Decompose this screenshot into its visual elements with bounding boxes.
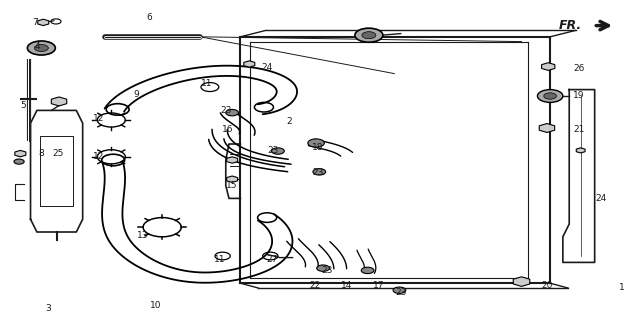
- Text: 21: 21: [573, 125, 584, 134]
- Text: 5: 5: [20, 101, 27, 110]
- Text: 18: 18: [312, 143, 324, 152]
- Circle shape: [537, 90, 563, 102]
- Text: 8: 8: [38, 149, 45, 158]
- Text: 6: 6: [146, 13, 153, 22]
- Text: 23: 23: [395, 288, 406, 297]
- Text: 12: 12: [93, 114, 104, 123]
- Circle shape: [544, 93, 556, 99]
- Text: 9: 9: [134, 90, 140, 99]
- Polygon shape: [52, 97, 67, 106]
- Text: 24: 24: [261, 63, 273, 72]
- Text: 4: 4: [34, 42, 39, 51]
- Circle shape: [362, 32, 376, 39]
- Circle shape: [27, 41, 55, 55]
- Circle shape: [313, 169, 326, 175]
- Circle shape: [308, 139, 324, 147]
- Text: 23: 23: [220, 106, 232, 115]
- Text: 20: 20: [541, 281, 553, 290]
- Polygon shape: [244, 61, 255, 67]
- Circle shape: [317, 265, 329, 271]
- Circle shape: [355, 28, 383, 42]
- Text: 2: 2: [287, 117, 292, 126]
- Text: 3: 3: [45, 304, 51, 313]
- Polygon shape: [38, 19, 49, 26]
- Circle shape: [34, 44, 48, 52]
- Text: 22: 22: [309, 281, 321, 290]
- Text: 23: 23: [322, 266, 333, 275]
- Text: 13: 13: [137, 231, 149, 240]
- Text: 19: 19: [573, 92, 584, 100]
- Text: FR.: FR.: [559, 19, 582, 32]
- Circle shape: [272, 148, 284, 154]
- Text: 25: 25: [53, 149, 64, 158]
- Polygon shape: [226, 176, 238, 182]
- Text: 14: 14: [341, 281, 352, 290]
- Text: 11: 11: [201, 79, 212, 88]
- Text: 26: 26: [573, 64, 584, 73]
- Polygon shape: [513, 277, 530, 286]
- Text: 1: 1: [618, 284, 625, 292]
- Text: 23: 23: [312, 168, 324, 177]
- Text: 23: 23: [268, 146, 279, 155]
- Text: 17: 17: [373, 281, 384, 290]
- Text: 16: 16: [222, 125, 233, 134]
- Circle shape: [226, 109, 238, 116]
- Text: 10: 10: [150, 301, 162, 310]
- Polygon shape: [576, 148, 585, 153]
- Circle shape: [361, 267, 374, 274]
- Polygon shape: [539, 124, 555, 132]
- Circle shape: [393, 287, 406, 293]
- Polygon shape: [542, 63, 555, 70]
- Text: 15: 15: [226, 181, 238, 190]
- Polygon shape: [15, 150, 26, 157]
- Text: 7: 7: [32, 18, 38, 27]
- Polygon shape: [226, 157, 238, 163]
- Circle shape: [14, 159, 24, 164]
- Text: 24: 24: [595, 194, 607, 203]
- Text: 11: 11: [214, 255, 225, 264]
- Text: 27: 27: [266, 255, 278, 264]
- Text: 12: 12: [93, 152, 104, 161]
